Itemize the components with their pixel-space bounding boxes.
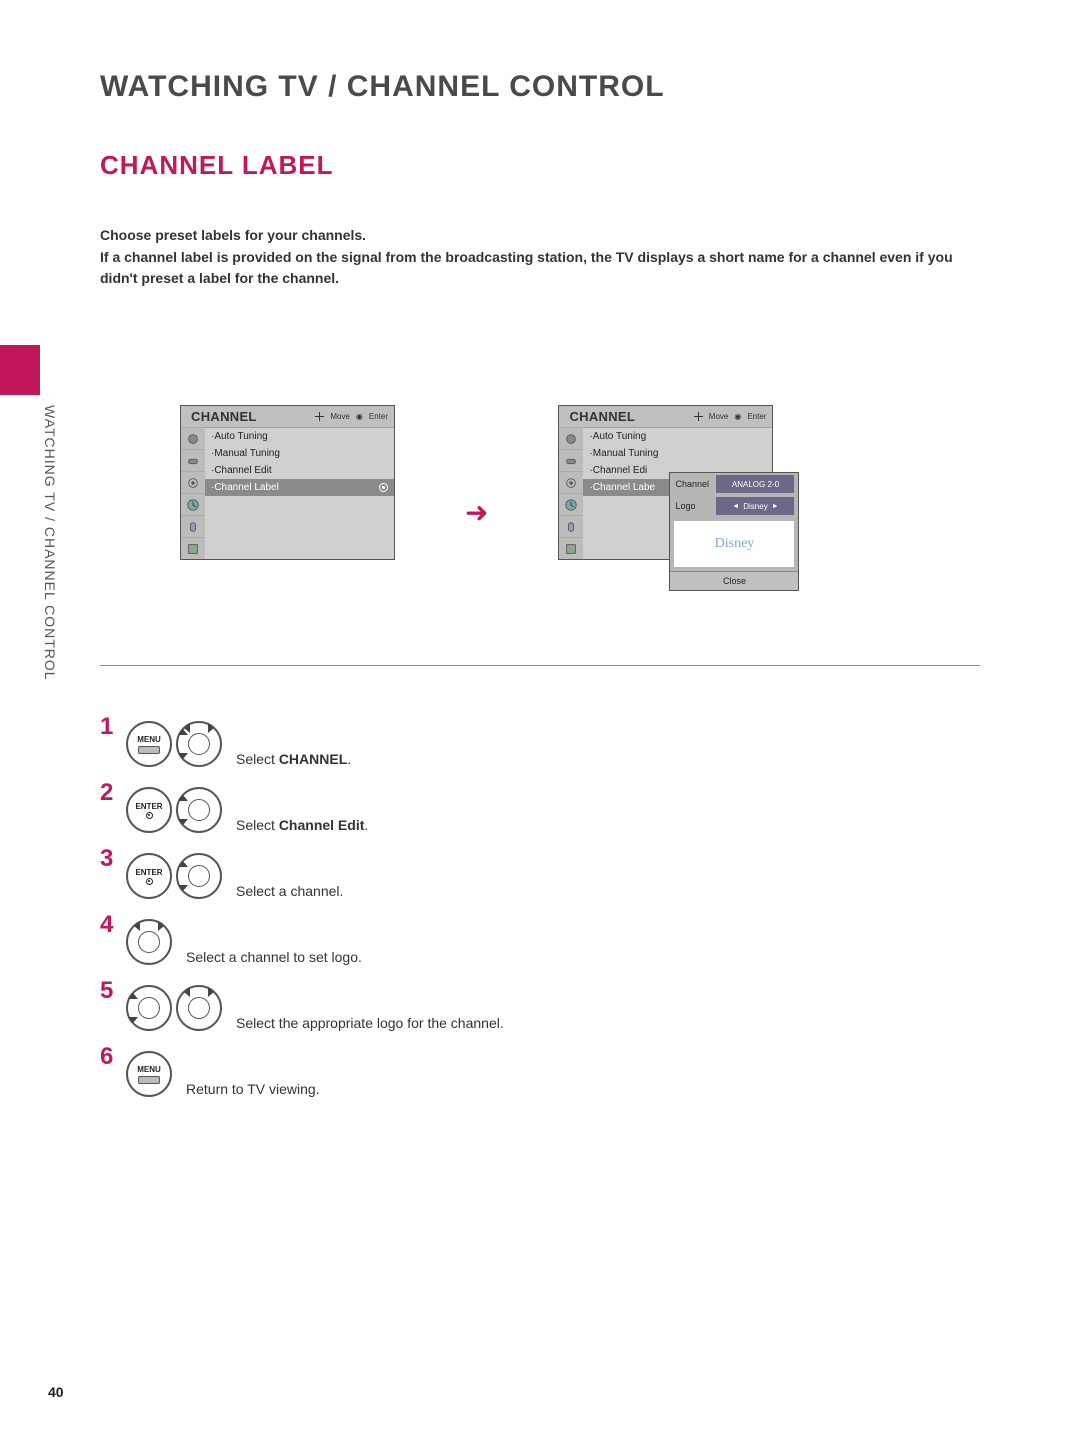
chevron-right-icon: ► <box>772 503 779 510</box>
osd-menu-item[interactable]: ·Channel Edit <box>205 462 394 479</box>
channel-label-popup: ChannelANALOG 2-0Logo◄Disney►DisneyClose <box>669 472 799 591</box>
osd-side-icon <box>181 449 205 471</box>
enter-dot-icon: ◉ <box>734 412 741 421</box>
osd-icon-column <box>181 427 205 559</box>
osd-menu-hints: Move ◉ Enter <box>694 412 767 421</box>
osd-menu-item[interactable]: ·Manual Tuning <box>205 445 394 462</box>
remote-menu-button: MENU <box>126 721 172 767</box>
instruction-step: 4 Select a channel to set logo. <box>100 913 980 971</box>
enter-dot-icon: ◉ <box>356 412 363 421</box>
hint-enter: Enter <box>747 412 766 421</box>
side-tab-label: WATCHING TV / CHANNEL CONTROL <box>40 405 58 745</box>
intro-line-1: Choose preset labels for your channels. <box>100 225 980 247</box>
osd-side-icon <box>559 537 583 559</box>
page-number: 40 <box>48 1384 64 1400</box>
move-icon <box>694 412 703 421</box>
popup-row-label: Channel <box>670 479 716 489</box>
step-number: 2 <box>100 781 126 805</box>
intro-text: Choose preset labels for your channels. … <box>100 225 980 290</box>
remote-nav-horizontal <box>176 985 222 1031</box>
remote-nav-horizontal <box>126 919 172 965</box>
osd-menu-item[interactable]: ·Manual Tuning <box>583 445 772 462</box>
popup-row-label: Logo <box>670 501 716 511</box>
osd-side-icon <box>559 449 583 471</box>
osd-side-icon <box>181 515 205 537</box>
step-buttons <box>126 985 222 1031</box>
accent-bar <box>0 345 40 395</box>
divider <box>100 665 980 666</box>
osd-side-icon <box>181 493 205 515</box>
instruction-step: 6MENU Return to TV viewing. <box>100 1045 980 1103</box>
osd-side-icon <box>181 471 205 493</box>
step-text: Select CHANNEL. <box>236 751 351 773</box>
popup-row: Logo◄Disney► <box>670 495 798 517</box>
remote-nav-4way <box>176 721 222 767</box>
popup-row: ChannelANALOG 2-0 <box>670 473 798 495</box>
osd-side-icon <box>559 471 583 493</box>
osd-menu-header: CHANNEL Move ◉ Enter <box>559 406 772 427</box>
hint-move: Move <box>709 412 729 421</box>
step-text: Select Channel Edit. <box>236 817 368 839</box>
step-buttons: MENU <box>126 721 222 767</box>
osd-menus-row: CHANNEL Move ◉ Enter ·Auto Tuning·Manual… <box>180 405 980 560</box>
popup-row-value[interactable]: ◄Disney► <box>716 497 794 515</box>
remote-nav-vertical <box>176 853 222 899</box>
remote-nav-vertical <box>176 787 222 833</box>
remote-menu-button: MENU <box>126 1051 172 1097</box>
steps-list: 1MENUSelect CHANNEL.2ENTERSelect Channel… <box>100 715 980 1111</box>
section-heading: CHANNEL LABEL <box>100 150 334 181</box>
osd-menu-title: CHANNEL <box>191 409 315 424</box>
step-number: 5 <box>100 979 126 1003</box>
osd-items-column: ·Auto Tuning·Manual Tuning·Channel Edit·… <box>205 427 394 559</box>
step-buttons <box>126 919 172 965</box>
osd-side-icon <box>181 427 205 449</box>
step-text: Return to TV viewing. <box>186 1081 320 1103</box>
step-number: 4 <box>100 913 126 937</box>
osd-menu-hints: Move ◉ Enter <box>315 412 388 421</box>
step-number: 1 <box>100 715 126 739</box>
instruction-step: 3ENTER Select a channel. <box>100 847 980 905</box>
step-buttons: ENTER <box>126 787 222 833</box>
hint-move: Move <box>330 412 350 421</box>
osd-menu-left: CHANNEL Move ◉ Enter ·Auto Tuning·Manual… <box>180 405 395 560</box>
osd-menu-right: CHANNEL Move ◉ Enter ·Auto Tuning·Manual… <box>558 405 773 560</box>
chevron-left-icon: ◄ <box>732 503 739 510</box>
move-icon <box>315 412 324 421</box>
step-text: Select a channel. <box>236 883 343 905</box>
intro-line-2: If a channel label is provided on the si… <box>100 247 980 290</box>
page-heading: WATCHING TV / CHANNEL CONTROL <box>100 70 665 104</box>
instruction-step: 5 Select the appropriate logo for the cha… <box>100 979 980 1037</box>
osd-side-icon <box>559 493 583 515</box>
osd-side-icon <box>181 537 205 559</box>
remote-nav-vertical <box>126 985 172 1031</box>
osd-side-icon <box>559 515 583 537</box>
osd-menu-item[interactable]: ·Auto Tuning <box>583 428 772 445</box>
arrow-right-icon: ➜ <box>465 496 488 529</box>
popup-close-button[interactable]: Close <box>670 571 798 590</box>
popup-logo-preview: Disney <box>674 521 794 567</box>
remote-enter-button: ENTER <box>126 853 172 899</box>
osd-menu-item[interactable]: ·Auto Tuning <box>205 428 394 445</box>
osd-side-icon <box>559 427 583 449</box>
instruction-step: 1MENU Select CHANNEL. <box>100 715 980 773</box>
osd-icon-column <box>559 427 583 559</box>
step-number: 6 <box>100 1045 126 1069</box>
step-buttons: MENU <box>126 1051 172 1097</box>
osd-menu-header: CHANNEL Move ◉ Enter <box>181 406 394 427</box>
osd-menu-item[interactable]: ·Channel Label <box>205 479 394 496</box>
hint-enter: Enter <box>369 412 388 421</box>
step-text: Select a channel to set logo. <box>186 949 362 971</box>
instruction-step: 2ENTER Select Channel Edit. <box>100 781 980 839</box>
remote-enter-button: ENTER <box>126 787 172 833</box>
step-buttons: ENTER <box>126 853 222 899</box>
step-text: Select the appropriate logo for the chan… <box>236 1015 504 1037</box>
popup-row-value[interactable]: ANALOG 2-0 <box>716 475 794 493</box>
selected-dot-icon <box>379 483 388 492</box>
osd-menu-title: CHANNEL <box>569 409 693 424</box>
step-number: 3 <box>100 847 126 871</box>
